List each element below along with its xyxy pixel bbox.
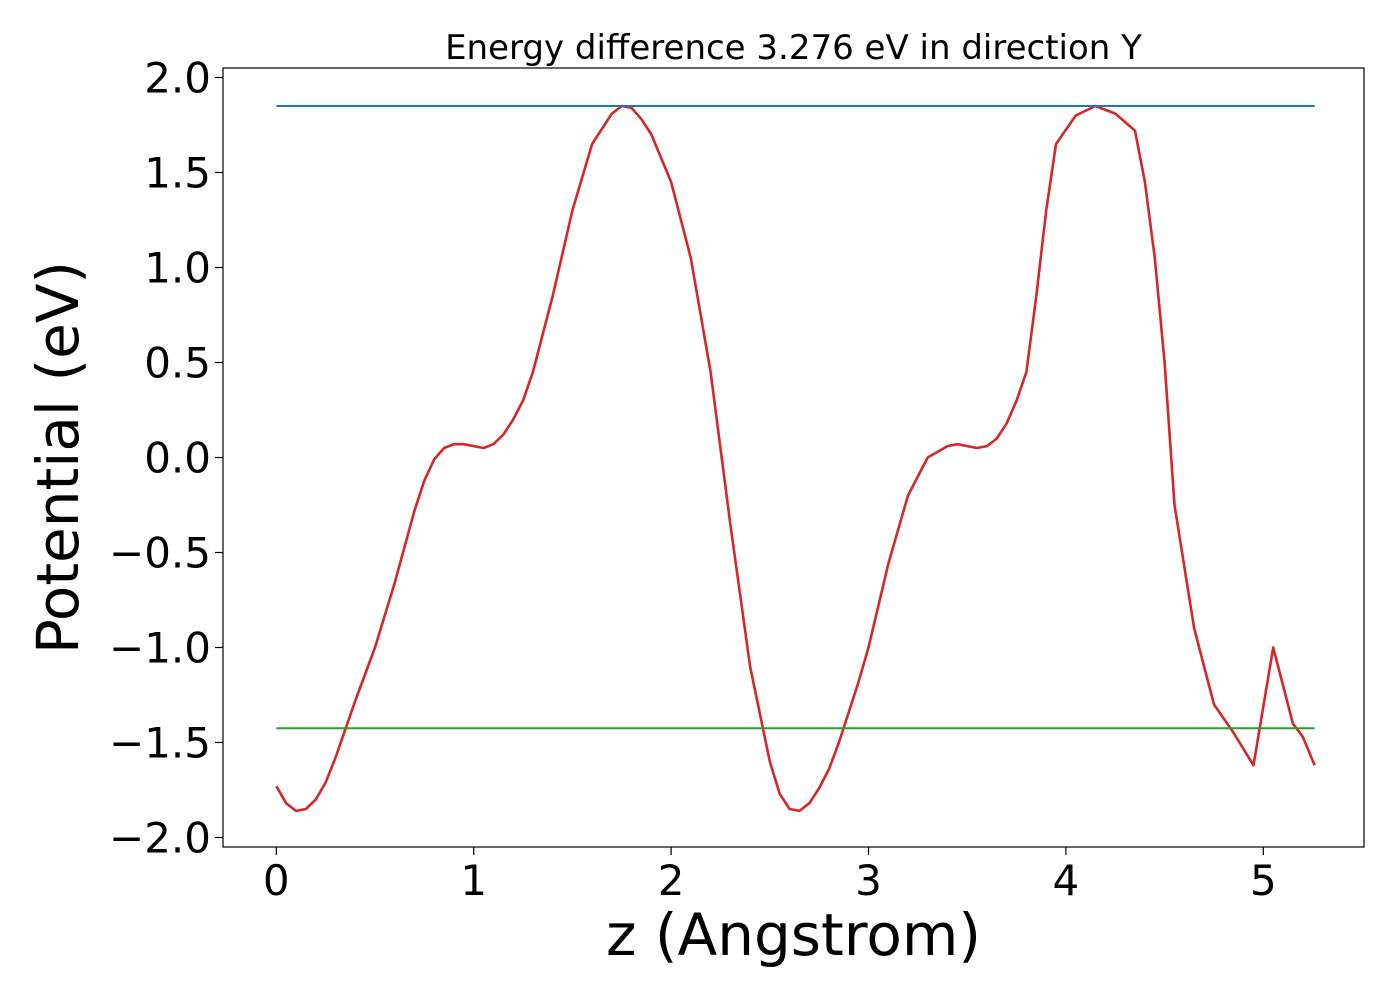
x-tick-label: 5 [1250,856,1277,905]
y-tick-label: 0.0 [144,434,211,483]
y-tick-label: 0.5 [144,339,211,388]
x-tick-label: 0 [263,856,290,905]
y-tick-label: −0.5 [109,529,211,578]
x-tick-label: 4 [1053,856,1080,905]
y-tick-label: −1.0 [109,624,211,673]
axes-frame [222,67,1365,848]
y-tick-label: −1.5 [109,719,211,768]
chart-title: Energy difference 3.276 eV in direction … [445,28,1142,68]
x-axis-label: z (Angstrom) [606,901,981,969]
x-tick-label: 1 [460,856,487,905]
series-line-0 [275,104,1316,813]
y-axis-label: Potential (eV) [24,261,92,654]
y-tick-label: 1.5 [144,149,211,198]
x-tick-label: 3 [855,856,882,905]
y-tick-label: 1.0 [144,244,211,293]
x-tick-label: 2 [658,856,685,905]
y-tick-label: −2.0 [109,814,211,863]
y-tick-label: 2.0 [144,54,211,103]
